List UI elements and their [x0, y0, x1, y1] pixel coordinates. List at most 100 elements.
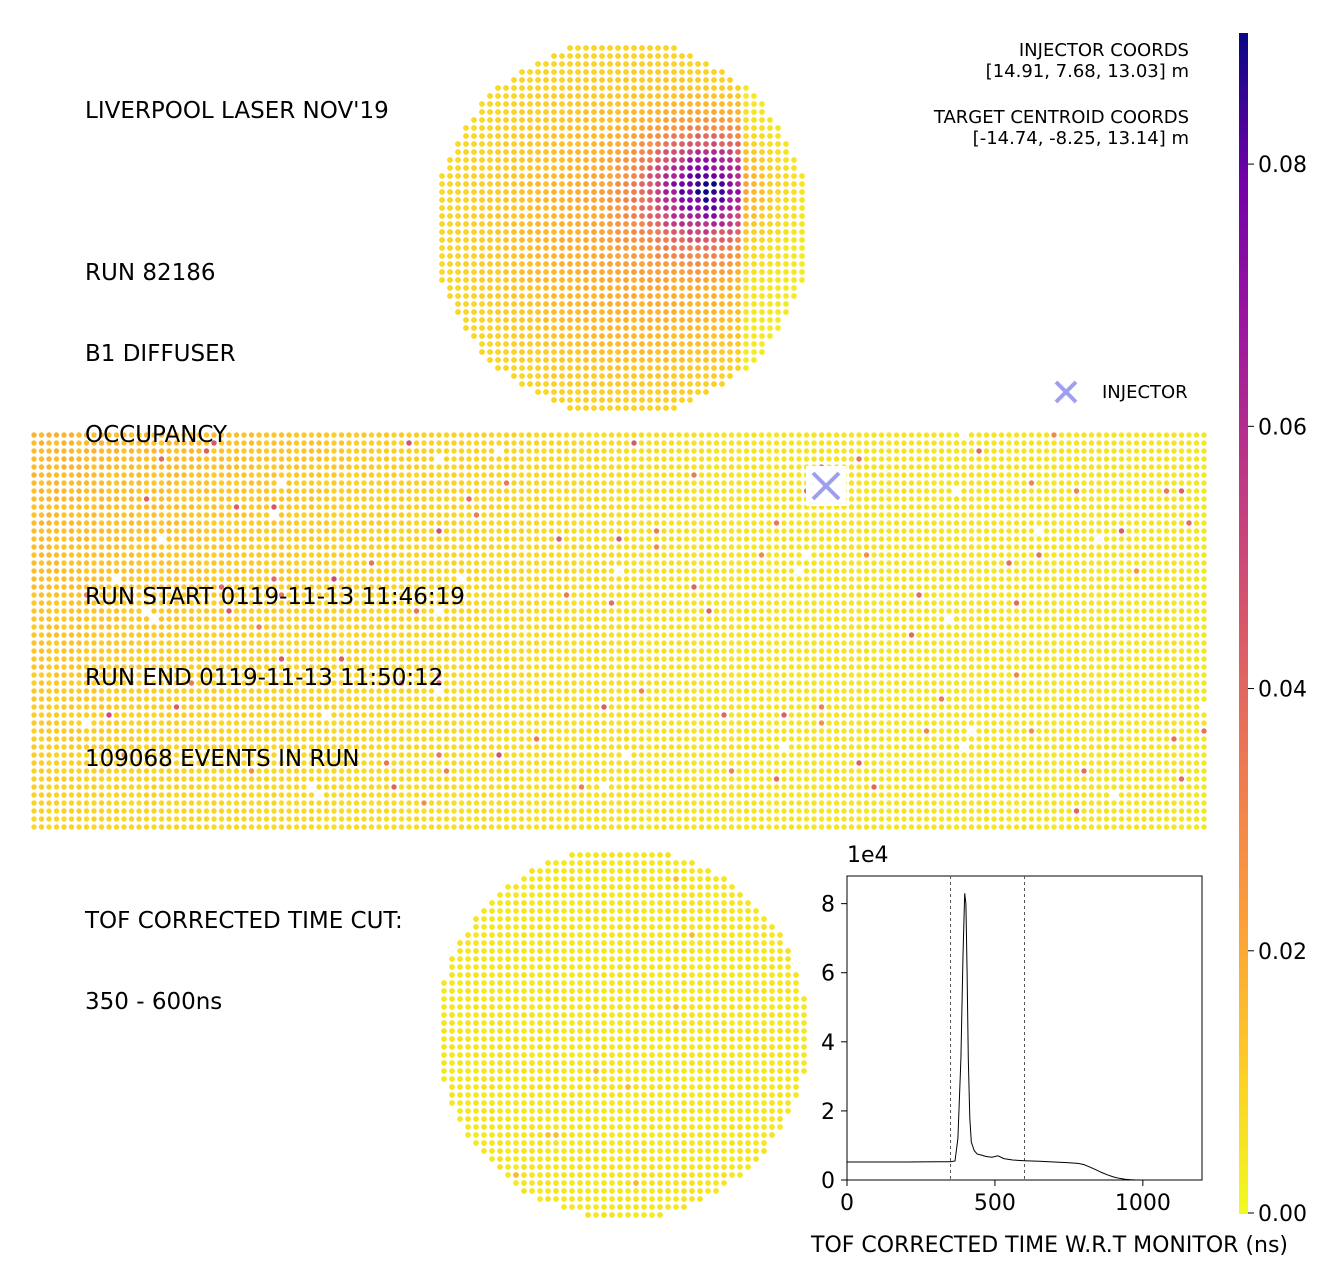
barrel-pmt-148 [1148, 432, 1155, 438]
barrel-pmt-401 [698, 448, 705, 454]
top-cap-pmt-1500 [719, 341, 725, 347]
barrel-pmt-3068 [773, 584, 780, 590]
barrel-pmt-2658 [1201, 560, 1207, 566]
barrel-pmt-273 [908, 440, 915, 446]
barrel-pmt-3084 [893, 584, 900, 590]
top-cap-pmt-451 [471, 157, 477, 163]
top-cap-pmt-369 [495, 141, 501, 147]
top-cap-pmt-618 [727, 181, 733, 187]
barrel-pmt-219 [503, 440, 510, 446]
barrel-pmt-1982 [811, 528, 817, 534]
top-cap-pmt-476 [671, 157, 677, 163]
barrel-pmt-2343 [1186, 544, 1192, 550]
top-cap-pmt-562 [647, 173, 653, 179]
top-cap-pmt-1368 [591, 317, 597, 323]
barrel-pmt-2729 [556, 568, 562, 574]
barrel-pmt-648 [203, 464, 210, 470]
barrel-pmt-2808 [1163, 568, 1170, 574]
top-cap-pmt-1216 [735, 285, 741, 291]
top-cap-pmt-932 [663, 237, 669, 243]
top-cap-pmt-216 [527, 109, 533, 115]
barrel-pmt-2285 [751, 544, 757, 550]
top-cap-pmt-1034 [743, 253, 749, 259]
barrel-pmt-904 [946, 472, 952, 478]
barrel-pmt-173 [158, 440, 165, 446]
top-cap-pmt-51 [687, 61, 693, 67]
top-cap-pmt-1448 [599, 333, 605, 339]
barrel-pmt-1638 [586, 512, 592, 518]
top-cap-pmt-1173 [751, 277, 757, 283]
barrel-pmt-2497 [1171, 552, 1177, 558]
barrel-pmt-823 [338, 472, 345, 478]
barrel-pmt-2419 [578, 552, 585, 558]
top-cap-occupancy-map [439, 45, 805, 411]
top-cap-pmt-578 [775, 173, 781, 179]
barrel-pmt-2654 [1171, 560, 1177, 566]
barrel-pmt-3223 [758, 592, 765, 598]
top-cap-pmt-573 [735, 173, 741, 179]
top-cap-pmt-867 [511, 229, 517, 235]
barrel-pmt-3044 [593, 584, 600, 590]
barrel-pmt-1314 [503, 496, 510, 502]
barrel-pmt-3233 [833, 592, 840, 598]
barrel-pmt-651 [226, 464, 232, 470]
top-cap-pmt-1177 [783, 277, 789, 283]
barrel-pmt-1717 [1178, 512, 1185, 518]
barrel-pmt-431 [923, 448, 930, 454]
barrel-pmt-1394 [1103, 496, 1110, 502]
top-cap-pmt-1447 [591, 333, 597, 339]
barrel-pmt-2333 [1111, 544, 1117, 550]
top-cap-pmt-1480 [559, 341, 565, 347]
barrel-pmt-2270 [638, 544, 645, 550]
barrel-pmt-383 [563, 448, 570, 454]
barrel-pmt-3188 [496, 592, 502, 598]
top-cap-pmt-13 [671, 45, 677, 51]
barrel-pmt-1633 [548, 512, 555, 518]
barrel-pmt-2784 [983, 568, 990, 574]
top-cap-pmt-1611 [535, 373, 541, 379]
barrel-pmt-1176 [638, 488, 645, 494]
barrel-pmt-1688 [961, 512, 967, 518]
barrel-pmt-1342 [713, 496, 720, 502]
top-cap-pmt-812 [439, 221, 445, 227]
barrel-pmt-2311 [946, 544, 952, 550]
barrel-pmt-1685 [938, 512, 945, 518]
top-cap-pmt-182 [543, 101, 549, 107]
top-cap-pmt-1112 [631, 269, 637, 275]
top-cap-pmt-1607 [743, 365, 749, 371]
barrel-pmt-1715 [1163, 512, 1170, 518]
barrel-pmt-841 [473, 472, 480, 478]
top-cap-pmt-30 [679, 53, 685, 59]
top-cap-pmt-187 [583, 101, 589, 107]
barrel-pmt-1184 [698, 488, 705, 494]
top-cap-pmt-4 [599, 45, 605, 51]
barrel-pmt-918 [1051, 472, 1057, 478]
top-cap-pmt-1203 [631, 285, 637, 291]
top-cap-pmt-393 [687, 141, 693, 147]
top-cap-pmt-1287 [607, 301, 613, 307]
barrel-pmt-3111 [1096, 584, 1102, 590]
top-cap-pmt-910 [487, 237, 493, 243]
top-cap-pmt-100 [671, 77, 677, 83]
barrel-pmt-1784 [503, 520, 510, 526]
barrel-pmt-1807 [676, 520, 682, 526]
barrel-pmt-752 [983, 464, 990, 470]
top-cap-pmt-230 [639, 109, 645, 115]
barrel-pmt-2612 [856, 560, 862, 566]
top-cap-pmt-651 [623, 189, 629, 195]
barrel-pmt-302 [1126, 440, 1132, 446]
top-cap-pmt-1693 [623, 397, 629, 403]
barrel-pmt-1624 [481, 512, 487, 518]
barrel-pmt-1392 [1088, 496, 1095, 502]
top-cap-pmt-968 [583, 245, 589, 251]
top-cap-pmt-1697 [655, 397, 661, 403]
barrel-pmt-1873 [1171, 520, 1177, 526]
barrel-pmt-2938 [976, 576, 982, 582]
top-cap-pmt-1595 [647, 365, 653, 371]
barrel-pmt-138 [1073, 432, 1080, 438]
barrel-pmt-996 [466, 480, 472, 486]
barrel-pmt-914 [1021, 472, 1027, 478]
top-cap-pmt-637 [511, 189, 517, 195]
barrel-pmt-1983 [818, 528, 825, 534]
barrel-pmt-2159 [976, 536, 982, 542]
